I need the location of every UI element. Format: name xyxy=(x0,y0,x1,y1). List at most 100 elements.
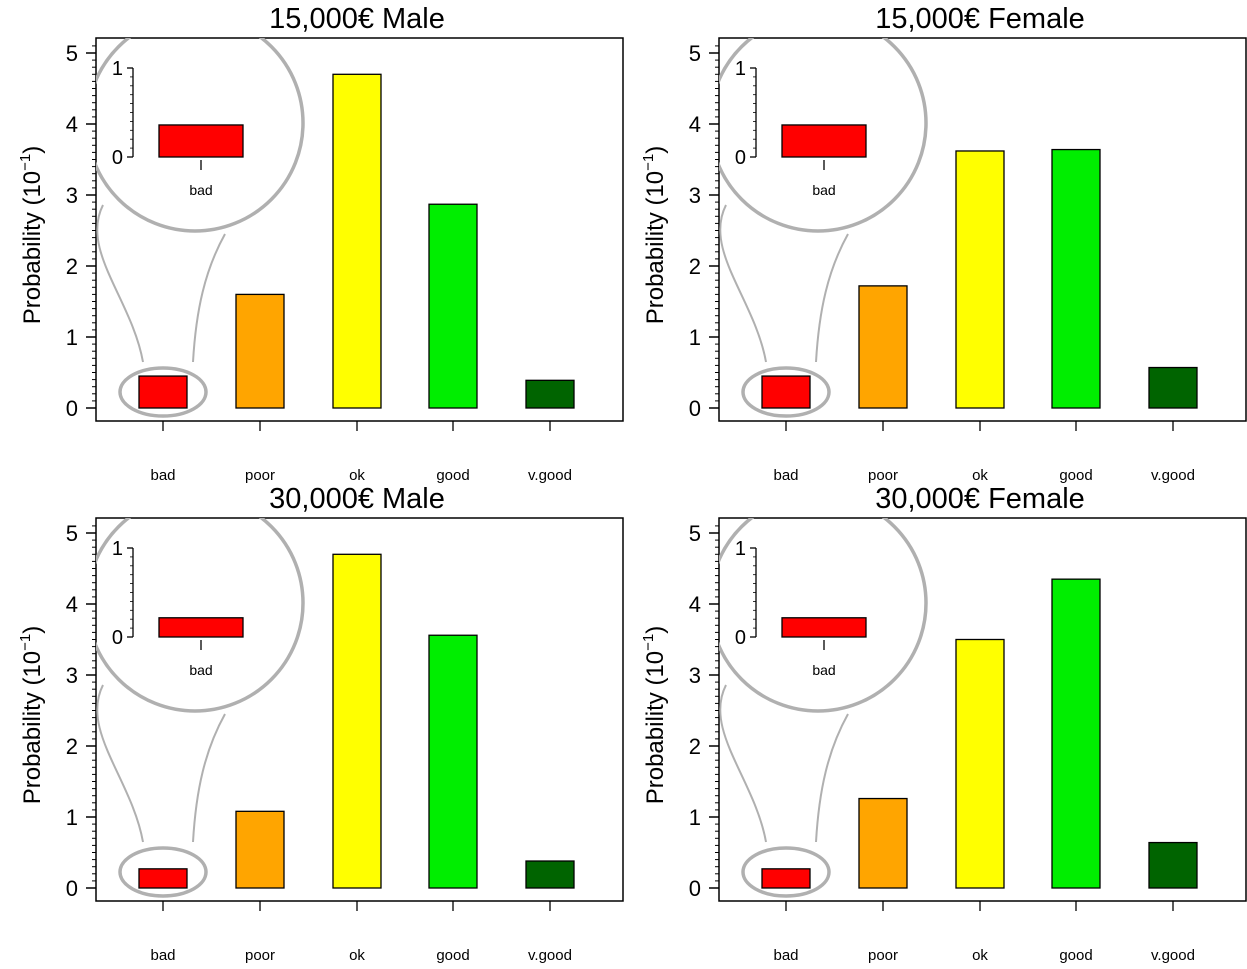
x-category-label: v.good xyxy=(1151,467,1195,484)
magnifier-connector-left xyxy=(719,684,767,843)
magnifier-connector-right xyxy=(192,713,226,843)
chart-title: 15,000€ Female xyxy=(875,3,1085,35)
bar-v-good xyxy=(1148,841,1198,889)
magnifier-small-ellipse xyxy=(118,846,208,898)
y-tick-label: 2 xyxy=(66,734,78,759)
y-tick-label: 4 xyxy=(689,112,701,137)
y-tick-label: 1 xyxy=(66,805,78,830)
y-tick-label: 0 xyxy=(689,876,701,901)
inset-y-tick-label: 1 xyxy=(112,538,123,560)
y-axis-label-exponent: −1 xyxy=(640,154,657,171)
chart-panel: 30,000€ Male 0 1 2 3 4 5 Probability (10−1) bad p… xyxy=(17,483,624,964)
inset-bar-bad xyxy=(158,617,244,638)
magnifier-connector-left xyxy=(96,684,144,843)
bar-ok xyxy=(332,73,382,409)
inset-bar-bad xyxy=(158,124,244,158)
magnifier-big-circle xyxy=(96,38,305,233)
x-category-label: bad xyxy=(150,947,175,964)
y-tick-label: 1 xyxy=(689,325,701,350)
magnifier-connector-left xyxy=(96,204,144,363)
magnifier-connector-right xyxy=(192,233,226,363)
y-tick-label: 3 xyxy=(689,183,701,208)
magnifier-connector-right xyxy=(815,713,849,843)
plot-frame xyxy=(718,517,1247,902)
plot-frame xyxy=(95,37,624,422)
y-axis-label-text: Probability (10 xyxy=(19,651,46,804)
y-axis-label-close: ) xyxy=(642,146,669,154)
bar-ok xyxy=(955,638,1005,889)
bar-good xyxy=(1051,148,1101,409)
inset-y-tick-label: 0 xyxy=(735,147,746,169)
inset-y-tick-label: 0 xyxy=(112,627,123,649)
bar-bad xyxy=(138,868,188,889)
bar-v-good xyxy=(525,860,575,889)
bar-ok xyxy=(955,150,1005,409)
y-axis-label-exponent: −1 xyxy=(640,634,657,651)
x-category-label: ok xyxy=(349,947,365,964)
bar-bad xyxy=(761,868,811,889)
magnifier-small-ellipse xyxy=(741,366,831,418)
x-category-label: good xyxy=(1059,947,1092,964)
magnifier-small-ellipse xyxy=(741,846,831,898)
y-tick-label: 3 xyxy=(689,663,701,688)
bar-good xyxy=(428,203,478,409)
x-category-label: bad xyxy=(773,467,798,484)
inset-y-tick-label: 0 xyxy=(112,147,123,169)
chart-title: 30,000€ Male xyxy=(269,483,445,515)
bar-ok xyxy=(332,553,382,889)
y-tick-label: 3 xyxy=(66,183,78,208)
x-category-label: good xyxy=(1059,467,1092,484)
bar-good xyxy=(1051,578,1101,889)
y-axis-label-close: ) xyxy=(642,626,669,634)
y-tick-label: 4 xyxy=(689,592,701,617)
y-tick-label: 0 xyxy=(689,396,701,421)
inset-bar-bad xyxy=(781,617,867,638)
bar-poor xyxy=(235,293,285,409)
y-tick-label: 4 xyxy=(66,112,78,137)
x-category-label: bad xyxy=(150,467,175,484)
x-category-label: poor xyxy=(868,467,898,484)
bar-bad xyxy=(761,375,811,409)
y-axis-label-exponent: −1 xyxy=(17,154,34,171)
y-tick-label: 1 xyxy=(66,325,78,350)
chart-panel: 15,000€ Male 0 1 2 3 4 5 Probability (10−1) bad p… xyxy=(17,3,624,484)
y-tick-label: 3 xyxy=(66,663,78,688)
y-axis-label-text: Probability (10 xyxy=(19,171,46,324)
plot-frame xyxy=(718,37,1247,422)
bar-bad xyxy=(138,375,188,409)
y-axis-label: Probability (10−1) xyxy=(640,626,669,805)
chart-title: 15,000€ Male xyxy=(269,3,445,35)
y-tick-label: 1 xyxy=(689,805,701,830)
y-axis-label-close: ) xyxy=(19,626,46,634)
magnifier-connector-right xyxy=(815,233,849,363)
x-category-label: ok xyxy=(349,467,365,484)
x-category-label: v.good xyxy=(528,467,572,484)
x-category-label: good xyxy=(436,467,469,484)
bar-poor xyxy=(235,810,285,889)
inset-y-tick-label: 1 xyxy=(735,58,746,80)
inset-category-label: bad xyxy=(812,182,835,198)
y-axis-label: Probability (10−1) xyxy=(17,626,46,805)
inset-y-tick-label: 0 xyxy=(735,627,746,649)
y-tick-label: 0 xyxy=(66,876,78,901)
bar-poor xyxy=(858,285,908,409)
y-tick-label: 5 xyxy=(689,41,701,66)
inset-bar-bad xyxy=(781,124,867,158)
y-axis-label-exponent: −1 xyxy=(17,634,34,651)
x-category-label: poor xyxy=(245,467,275,484)
magnifier-small-ellipse xyxy=(118,366,208,418)
plot-frame xyxy=(95,517,624,902)
chart-panel: 30,000€ Female 0 1 2 3 4 5 Probability (10−1) ba… xyxy=(640,483,1247,964)
magnifier-big-circle xyxy=(719,518,928,713)
bar-good xyxy=(428,634,478,889)
bar-v-good xyxy=(525,379,575,409)
y-axis-label-text: Probability (10 xyxy=(642,171,669,324)
y-tick-label: 0 xyxy=(66,396,78,421)
y-tick-label: 5 xyxy=(689,521,701,546)
x-category-label: ok xyxy=(972,467,988,484)
x-category-label: v.good xyxy=(528,947,572,964)
y-axis-label-close: ) xyxy=(19,146,46,154)
bar-poor xyxy=(858,797,908,889)
inset-category-label: bad xyxy=(189,662,212,678)
x-category-label: poor xyxy=(868,947,898,964)
